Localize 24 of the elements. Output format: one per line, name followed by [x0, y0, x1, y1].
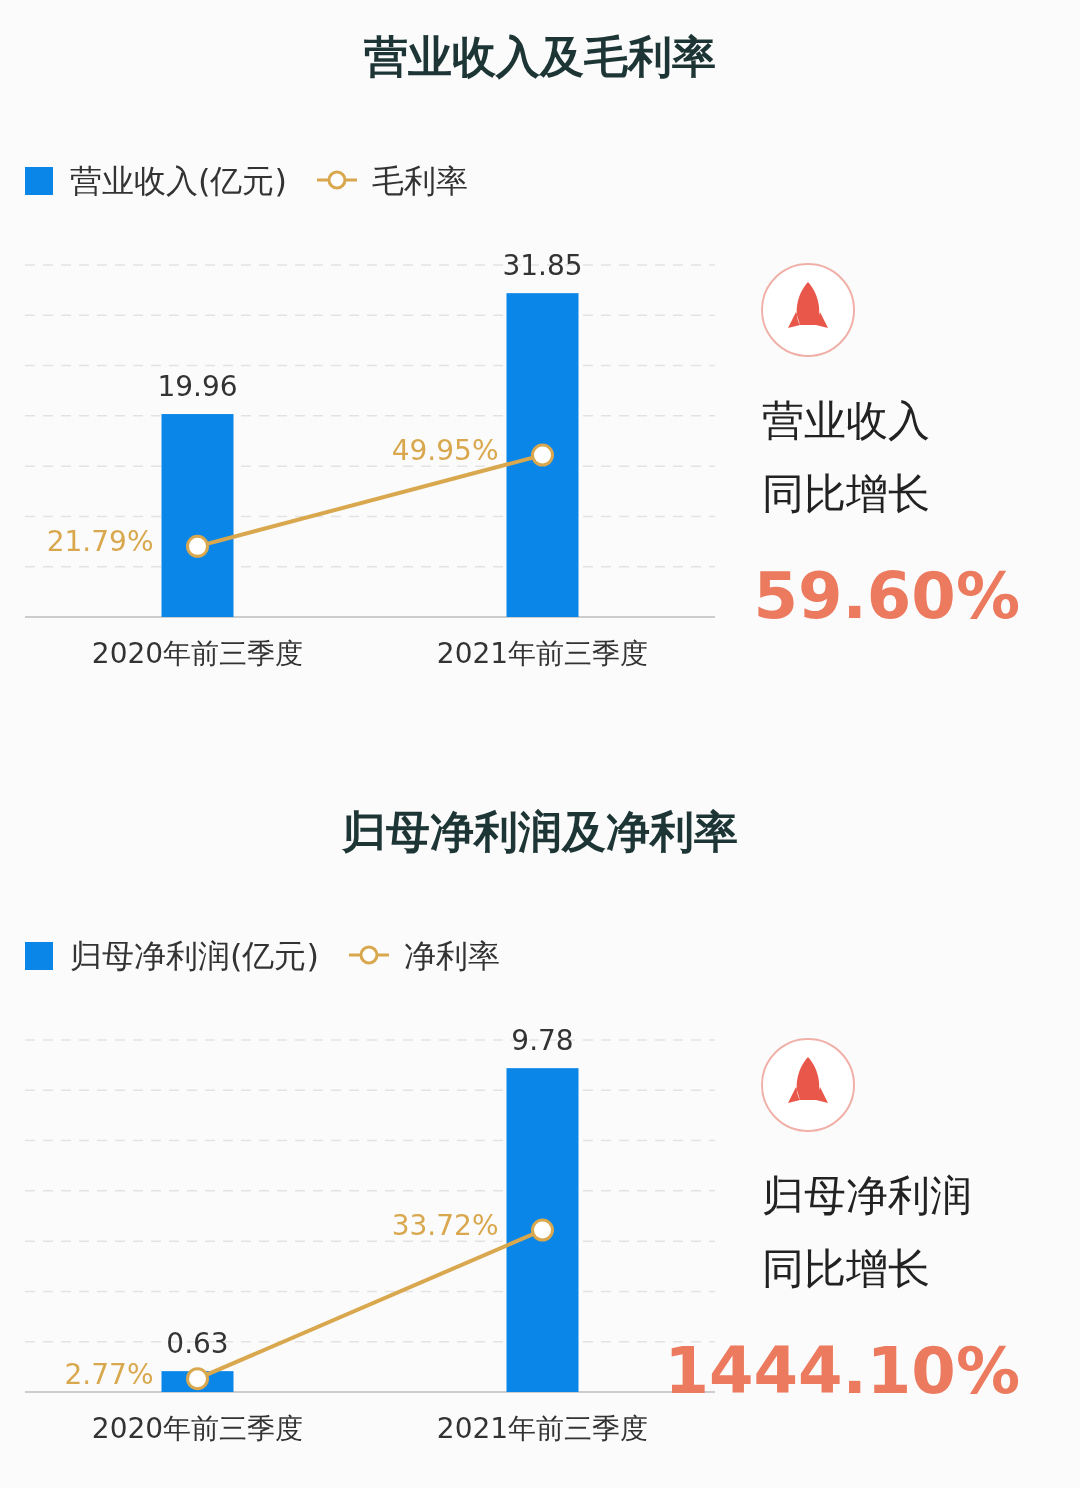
data-label: 2.77%: [64, 1357, 154, 1391]
data-label: 19.96: [157, 370, 238, 404]
text: 归母净利润: [762, 1171, 972, 1220]
legend-label: 营业收入(亿元): [70, 162, 287, 200]
legend-label: 毛利率: [371, 162, 468, 200]
legend-label: 归母净利润(亿元): [70, 937, 319, 975]
chart-title: 归母净利润及净利率: [341, 806, 738, 857]
chart-title: 营业收入及毛利率: [364, 31, 716, 82]
data-label: 31.85: [502, 249, 583, 283]
legend-label: 净利率: [403, 937, 500, 975]
data-label: 33.72%: [391, 1209, 499, 1243]
annotation: 1444.10%: [664, 1334, 1020, 1408]
data-label: 0.63: [166, 1327, 229, 1361]
text: 同比增长: [762, 469, 930, 518]
x-tick-label: 2020年前三季度: [91, 1412, 304, 1445]
text: 营业收入: [762, 396, 930, 445]
x-tick-label: 2021年前三季度: [436, 1412, 649, 1445]
text: 同比增长: [762, 1244, 930, 1293]
x-tick-label: 2020年前三季度: [91, 637, 304, 670]
text: 59.60%: [753, 559, 1020, 633]
x-tick-label: 2021年前三季度: [436, 637, 649, 670]
data-label: 9.78: [511, 1024, 574, 1058]
data-label: 49.95%: [391, 434, 499, 468]
data-label: 21.79%: [46, 525, 154, 559]
